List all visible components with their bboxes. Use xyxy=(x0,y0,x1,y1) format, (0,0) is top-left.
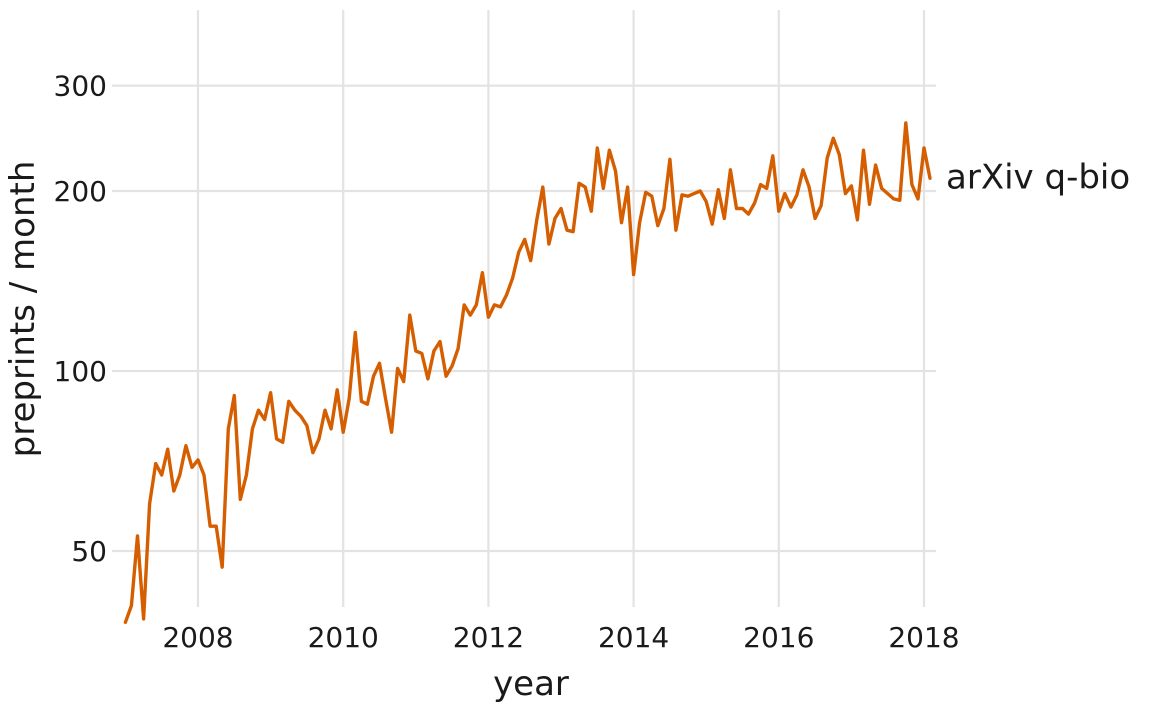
grid-lines xyxy=(112,10,936,607)
x-tick-label-2016: 2016 xyxy=(743,621,814,654)
series-line-arxiv-q-bio xyxy=(123,121,932,624)
y-tick-label-300: 300 xyxy=(54,70,107,103)
y-axis-title: preprints / month xyxy=(3,161,43,458)
y-tick-label-50: 50 xyxy=(71,535,107,568)
y-tick-label-200: 200 xyxy=(54,175,107,208)
x-tick-label-2012: 2012 xyxy=(453,621,524,654)
series-layer: arXiv q-bio xyxy=(123,121,1130,624)
series-label-arxiv-q-bio: arXiv q-bio xyxy=(946,157,1130,197)
x-axis-title: year xyxy=(493,664,569,704)
x-tick-label-2010: 2010 xyxy=(308,621,379,654)
y-tick-label-100: 100 xyxy=(54,355,107,388)
x-axis-tick-labels: 2008 2010 2012 2014 2016 2018 xyxy=(162,621,959,654)
x-tick-label-2014: 2014 xyxy=(598,621,669,654)
y-axis-tick-labels: 50 100 200 300 xyxy=(54,70,107,568)
x-tick-label-2018: 2018 xyxy=(888,621,959,654)
x-tick-label-2008: 2008 xyxy=(162,621,233,654)
